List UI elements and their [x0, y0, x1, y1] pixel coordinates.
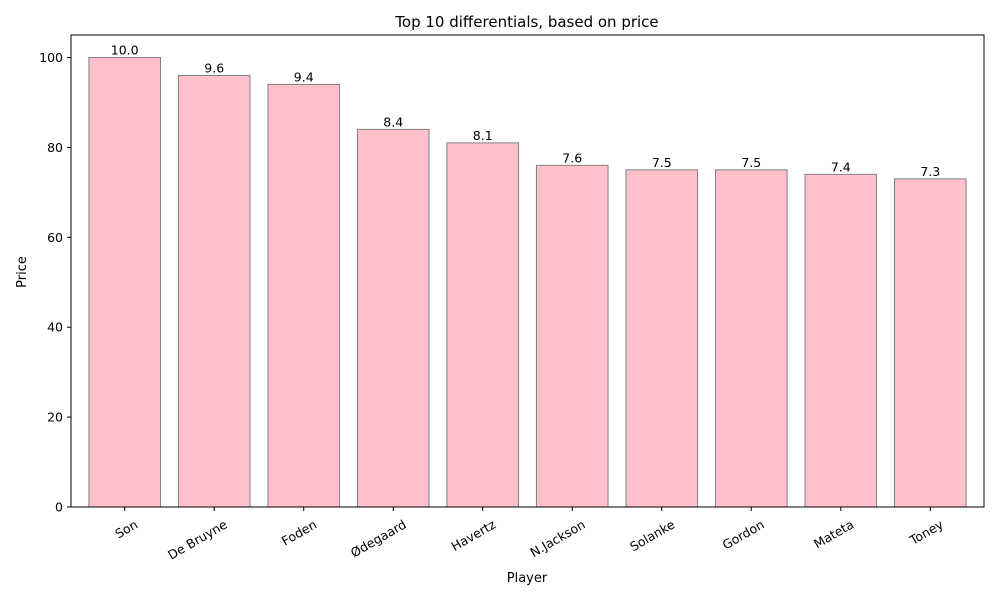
x-tick-label: Havertz	[449, 516, 499, 554]
y-axis-ticks: 0 20 40 60 80 100	[39, 50, 71, 515]
bars-group	[88, 56, 967, 508]
bar-value-label: 9.6	[204, 60, 224, 75]
y-tick-label: 100	[39, 50, 63, 65]
x-tick-label: Son	[112, 517, 140, 542]
bar	[625, 169, 699, 508]
x-tick-label: Solanke	[627, 516, 677, 554]
y-tick-label: 0	[55, 500, 63, 515]
chart-title: Top 10 differentials, based on price	[394, 13, 658, 31]
bar	[714, 169, 788, 508]
bar-value-label: 8.1	[473, 128, 493, 143]
bar-labels-group: 10.0 9.6 9.4 8.4 8.1 7.6 7.5 7.5 7.4 7.3	[111, 42, 940, 178]
bar-value-label: 10.0	[111, 42, 139, 57]
plot-frame	[70, 34, 985, 508]
x-axis-label: Player	[507, 571, 548, 586]
x-tick-label: Foden	[279, 517, 319, 549]
x-tick-label: Gordon	[720, 517, 767, 553]
bar-value-label: 7.5	[652, 155, 672, 170]
bar	[804, 173, 878, 508]
bar	[267, 83, 341, 508]
y-tick-label: 60	[47, 230, 63, 245]
bar-value-label: 7.6	[562, 150, 582, 165]
bar	[446, 142, 520, 508]
x-tick-label: N.Jackson	[528, 517, 588, 560]
bar	[88, 56, 162, 508]
bar-value-label: 9.4	[294, 69, 314, 84]
y-tick-label: 20	[47, 410, 63, 425]
bar-value-label: 7.4	[831, 159, 851, 174]
x-tick-label: De Bruyne	[165, 516, 230, 562]
y-axis-label: Price	[15, 256, 30, 288]
bar	[535, 164, 609, 508]
x-axis-ticks: Son De Bruyne Foden Ødegaard Havertz N.Jackso…	[112, 507, 946, 563]
bar	[356, 128, 430, 508]
bar-value-label: 7.3	[920, 164, 940, 179]
y-tick-label: 40	[47, 320, 63, 335]
y-tick-label: 80	[47, 140, 63, 155]
x-tick-label: Mateta	[811, 517, 856, 552]
x-tick-label: Ødegaard	[348, 517, 409, 561]
bar-value-label: 7.5	[741, 155, 761, 170]
bar	[177, 74, 251, 508]
bar-value-label: 8.4	[383, 114, 403, 129]
bar	[893, 178, 967, 508]
x-tick-label: Toney	[906, 516, 946, 548]
